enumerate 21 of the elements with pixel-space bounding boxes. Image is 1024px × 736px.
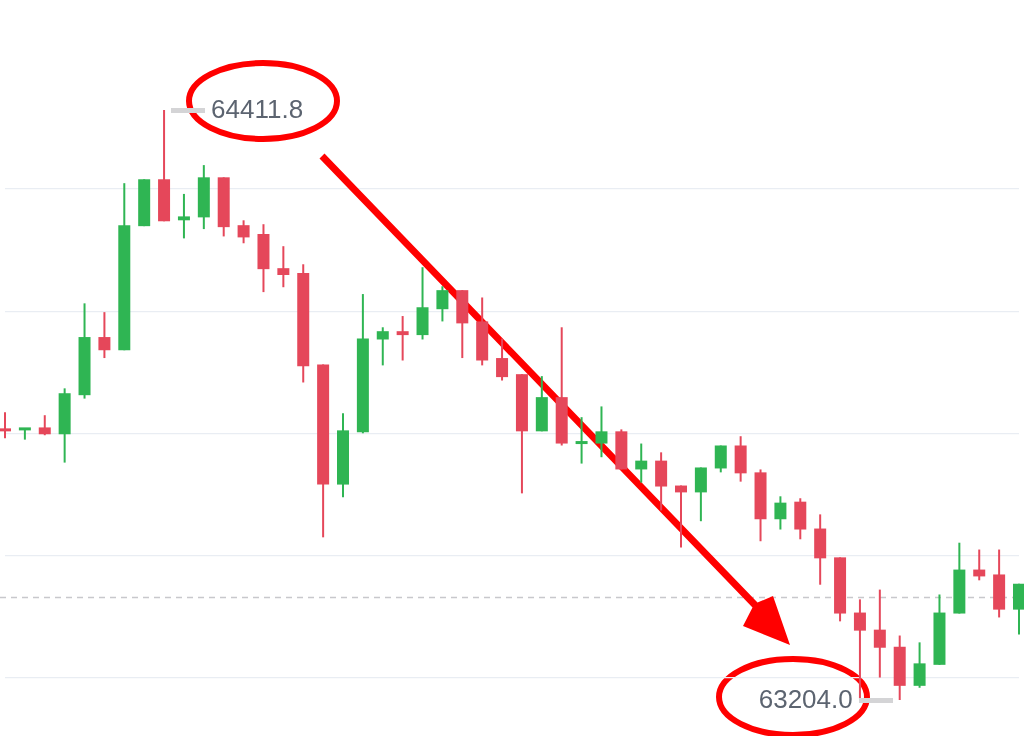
candlestick xyxy=(913,641,926,689)
candlestick xyxy=(436,285,449,323)
candlestick xyxy=(177,192,190,240)
candlestick xyxy=(38,414,51,437)
candlestick xyxy=(396,315,409,362)
candlestick xyxy=(595,405,608,459)
candlestick xyxy=(714,444,727,474)
candlestick xyxy=(376,326,389,367)
candlestick xyxy=(277,245,290,289)
candlestick xyxy=(873,588,886,679)
annotation: 63204.0 xyxy=(758,684,853,715)
candlestick xyxy=(98,311,111,360)
candlestick xyxy=(635,442,648,484)
candlestick xyxy=(774,495,787,531)
annotation: 64411.8 xyxy=(211,94,304,125)
candlestick xyxy=(496,337,509,382)
candlestick xyxy=(237,219,250,245)
candlestick xyxy=(853,598,866,700)
candlestick xyxy=(18,427,31,441)
candlestick xyxy=(575,416,588,465)
candlestick xyxy=(0,411,11,440)
